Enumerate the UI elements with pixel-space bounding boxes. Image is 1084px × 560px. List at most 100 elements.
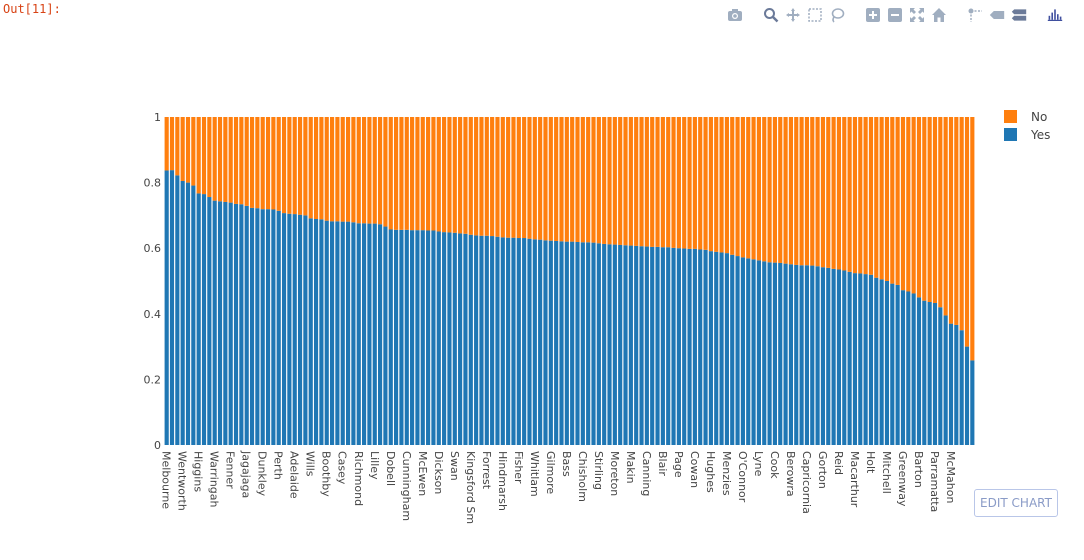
bar-no[interactable] [420,117,425,231]
bar-no[interactable] [682,117,687,249]
bar-yes[interactable] [799,265,804,445]
bar-no[interactable] [554,117,559,241]
bar-no[interactable] [372,117,377,224]
bar-yes[interactable] [906,291,911,446]
bar-yes[interactable] [233,203,239,445]
bar-no[interactable] [463,117,468,234]
bar-no[interactable] [826,117,831,268]
bar-no[interactable] [308,117,313,219]
bar-no[interactable] [586,117,591,243]
bar-no[interactable] [831,117,836,269]
bar-yes[interactable] [900,290,906,445]
plotly-logo-icon[interactable] [1046,6,1064,24]
edit-chart-button[interactable]: EDIT CHART [974,489,1058,517]
bar-yes[interactable] [559,241,564,445]
bar-no[interactable] [607,117,612,245]
bar-no[interactable] [474,117,479,236]
bar-no[interactable] [223,117,228,202]
bar-no[interactable] [271,117,276,210]
bar-no[interactable] [836,117,842,270]
bar-yes[interactable] [175,175,180,445]
autoscale-icon[interactable] [908,6,926,24]
bar-no[interactable] [719,117,724,253]
bar-no[interactable] [495,117,500,237]
bar-no[interactable] [319,117,324,220]
bar-yes[interactable] [650,246,655,445]
bar-no[interactable] [511,117,516,238]
bar-yes[interactable] [687,248,692,445]
bar-no[interactable] [324,117,329,221]
bar-yes[interactable] [762,261,767,445]
bar-yes[interactable] [730,254,735,445]
bar-no[interactable] [884,117,890,281]
bar-yes[interactable] [164,170,169,445]
bar-no[interactable] [329,117,335,222]
bar-no[interactable] [804,117,810,266]
spike-lines-icon[interactable] [966,6,984,24]
bar-yes[interactable] [564,241,569,445]
bar-yes[interactable] [596,243,601,445]
bar-yes[interactable] [836,269,842,445]
bar-no[interactable] [548,117,553,241]
bar-no[interactable] [778,117,783,263]
bar-yes[interactable] [228,202,233,445]
bar-yes[interactable] [586,242,591,445]
zoom-out-icon[interactable] [886,6,904,24]
bar-no[interactable] [954,117,959,325]
bar-no[interactable] [618,117,623,245]
bar-yes[interactable] [682,248,687,445]
bar-yes[interactable] [169,170,175,445]
bar-no[interactable] [313,117,319,220]
bar-yes[interactable] [351,222,356,445]
bar-no[interactable] [490,117,495,237]
bar-no[interactable] [746,117,751,259]
bar-no[interactable] [367,117,372,224]
zoom-icon[interactable] [762,6,780,24]
bar-yes[interactable] [335,221,340,445]
bar-yes[interactable] [724,253,729,445]
bar-yes[interactable] [383,226,388,445]
bar-yes[interactable] [815,266,820,445]
bar-yes[interactable] [842,270,847,446]
bar-no[interactable] [175,117,180,176]
bar-no[interactable] [426,117,431,231]
bar-yes[interactable] [948,323,954,445]
bar-yes[interactable] [281,213,287,445]
bar-no[interactable] [692,117,697,249]
bar-yes[interactable] [447,232,452,445]
bar-yes[interactable] [548,240,553,445]
bar-yes[interactable] [506,237,511,445]
bar-yes[interactable] [511,237,516,445]
bar-yes[interactable] [868,274,874,445]
bar-no[interactable] [890,117,895,284]
bar-yes[interactable] [671,247,676,445]
bar-no[interactable] [169,117,175,171]
bar-yes[interactable] [826,267,831,445]
bar-yes[interactable] [522,238,527,445]
bar-yes[interactable] [388,229,393,446]
bar-no[interactable] [538,117,543,240]
bar-yes[interactable] [783,263,788,445]
hover-closest-icon[interactable] [988,6,1006,24]
bar-yes[interactable] [628,245,633,445]
bar-no[interactable] [602,117,607,244]
bar-no[interactable] [292,117,297,215]
bar-yes[interactable] [655,246,660,445]
bar-yes[interactable] [463,233,468,445]
bar-no[interactable] [698,117,703,250]
bar-no[interactable] [735,117,740,257]
bar-no[interactable] [964,117,970,347]
bar-yes[interactable] [735,256,740,445]
box-select-icon[interactable] [806,6,824,24]
bar-yes[interactable] [767,262,772,445]
bar-yes[interactable] [890,283,895,445]
bar-no[interactable] [863,117,868,275]
bar-yes[interactable] [612,244,617,445]
bar-yes[interactable] [223,201,228,445]
bar-yes[interactable] [772,262,777,445]
bar-yes[interactable] [698,249,703,445]
bar-no[interactable] [287,117,292,214]
bar-yes[interactable] [319,219,324,445]
bar-yes[interactable] [804,265,810,445]
bar-yes[interactable] [719,252,724,445]
